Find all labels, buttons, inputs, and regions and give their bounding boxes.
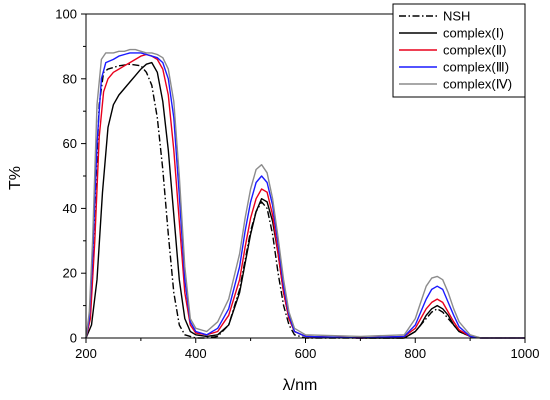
series-line [85, 48, 525, 339]
legend-label: complex(Ⅳ) [443, 77, 512, 92]
y-tick-label: 20 [63, 266, 77, 281]
x-tick-label: 600 [295, 346, 317, 361]
x-tick-label: 1000 [511, 346, 540, 361]
y-tick-label: 80 [63, 71, 77, 86]
x-tick-label: 800 [404, 346, 426, 361]
series-line [85, 63, 525, 339]
legend-label: complex(Ⅱ) [443, 43, 506, 58]
y-tick-label: 0 [70, 331, 77, 346]
legend: NSH complex(Ⅰ) complex(Ⅱ) complex(Ⅲ) complex… [392, 3, 526, 98]
legend-label: complex(Ⅲ) [443, 60, 509, 75]
series-line [85, 52, 525, 339]
legend-label: NSH [443, 9, 470, 24]
legend-label: complex(Ⅰ) [443, 26, 504, 41]
y-axis-title: T% [7, 166, 24, 190]
x-tick-label: 400 [185, 346, 207, 361]
series-line [85, 53, 525, 339]
series-line [85, 61, 525, 339]
y-tick-label: 100 [55, 7, 77, 22]
axes-layer: 200 400 600 800 1000 0 20 40 60 80 100 [55, 7, 539, 362]
x-axis-title: λ/nm [283, 377, 318, 394]
y-tick-label: 40 [63, 201, 77, 216]
x-tick-label: 200 [75, 346, 97, 361]
series-layer [85, 48, 525, 339]
y-tick-label: 60 [63, 136, 77, 151]
